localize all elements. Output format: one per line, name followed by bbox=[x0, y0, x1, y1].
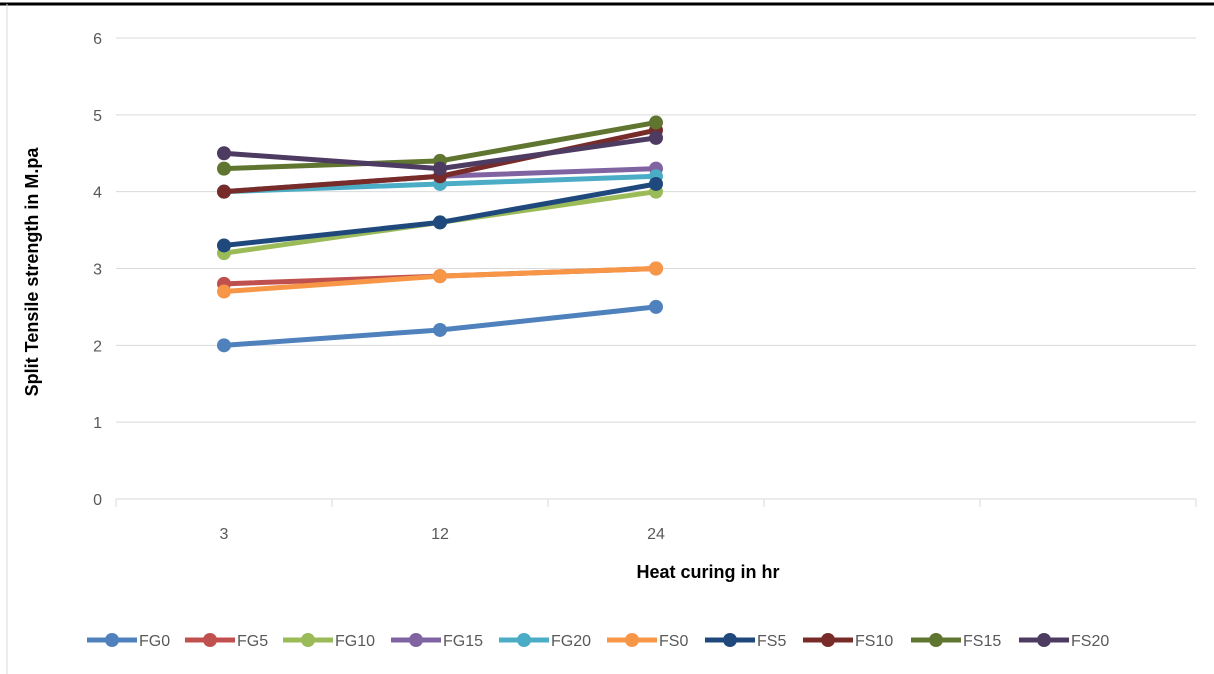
data-point bbox=[649, 115, 663, 130]
data-point bbox=[217, 161, 231, 176]
x-axis-title: Heat curing in hr bbox=[636, 562, 779, 582]
legend-label: FG20 bbox=[551, 633, 591, 650]
legend-label: FS5 bbox=[757, 633, 786, 650]
data-point bbox=[433, 269, 447, 284]
legend-swatch-marker bbox=[105, 633, 119, 647]
legend-item-fs20: FS20 bbox=[1019, 633, 1109, 650]
y-tick-label: 4 bbox=[93, 185, 102, 202]
series-fs15 bbox=[217, 115, 663, 176]
legend-swatch-marker bbox=[409, 633, 423, 647]
y-tick-label: 2 bbox=[93, 338, 102, 355]
data-point bbox=[217, 146, 231, 161]
legend-swatch-marker bbox=[203, 633, 217, 647]
x-tick-label: 12 bbox=[431, 526, 449, 543]
series-fg0 bbox=[217, 299, 663, 353]
legend-swatch-marker bbox=[517, 633, 531, 647]
legend-swatch-marker bbox=[301, 633, 315, 647]
legend-item-fs0: FS0 bbox=[607, 633, 688, 650]
legend-swatch-marker bbox=[821, 633, 835, 647]
data-point bbox=[217, 338, 231, 353]
x-axis: 3 12 24 bbox=[115, 498, 1197, 543]
series-fs20 bbox=[217, 130, 663, 176]
legend-label: FG10 bbox=[335, 633, 375, 650]
legend-item-fg20: FG20 bbox=[499, 633, 591, 650]
legend-item-fg15: FG15 bbox=[391, 633, 483, 650]
y-tick-label: 1 bbox=[93, 415, 102, 432]
data-point bbox=[433, 215, 447, 230]
legend-label: FS10 bbox=[855, 633, 893, 650]
data-point bbox=[217, 238, 231, 253]
y-tick-label: 5 bbox=[93, 108, 102, 125]
legend-swatch-marker bbox=[625, 633, 639, 647]
legend-item-fs15: FS15 bbox=[911, 633, 1001, 650]
legend-label: FG15 bbox=[443, 633, 483, 650]
x-tick-label: 3 bbox=[220, 526, 229, 543]
legend-label: FG5 bbox=[237, 633, 268, 650]
legend-item-fs5: FS5 bbox=[705, 633, 786, 650]
legend-item-fg0: FG0 bbox=[87, 633, 170, 650]
data-point bbox=[649, 261, 663, 276]
legend-label: FS20 bbox=[1071, 633, 1109, 650]
data-point bbox=[649, 176, 663, 191]
legend: FG0 FG5 FG10 FG15 FG20 FS0 FS5 FS10 FS15 FS20 bbox=[87, 633, 1109, 650]
y-axis-ticks: 0 1 2 3 4 5 6 bbox=[93, 31, 102, 509]
data-point bbox=[217, 184, 231, 199]
legend-label: FS0 bbox=[659, 633, 688, 650]
legend-swatch-marker bbox=[723, 633, 737, 647]
series-line bbox=[221, 181, 659, 248]
legend-item-fg5: FG5 bbox=[185, 633, 268, 650]
data-point bbox=[649, 130, 663, 145]
y-tick-label: 6 bbox=[93, 31, 102, 48]
legend-item-fs10: FS10 bbox=[803, 633, 893, 650]
series-group bbox=[217, 115, 663, 353]
data-point bbox=[433, 161, 447, 176]
y-tick-label: 0 bbox=[93, 492, 102, 509]
legend-label: FG0 bbox=[139, 633, 170, 650]
data-point bbox=[433, 322, 447, 337]
data-point bbox=[649, 299, 663, 314]
x-tick-label: 24 bbox=[647, 526, 665, 543]
legend-swatch-marker bbox=[929, 633, 943, 647]
data-point bbox=[217, 284, 231, 299]
y-axis-title: Split Tensile strength in M.pa bbox=[22, 147, 42, 397]
series-fs0 bbox=[217, 261, 663, 299]
gridlines bbox=[116, 37, 1196, 423]
legend-label: FS15 bbox=[963, 633, 1001, 650]
legend-swatch-marker bbox=[1037, 633, 1051, 647]
legend-item-fg10: FG10 bbox=[283, 633, 375, 650]
y-tick-label: 3 bbox=[93, 262, 102, 279]
series-fs5 bbox=[217, 176, 663, 253]
